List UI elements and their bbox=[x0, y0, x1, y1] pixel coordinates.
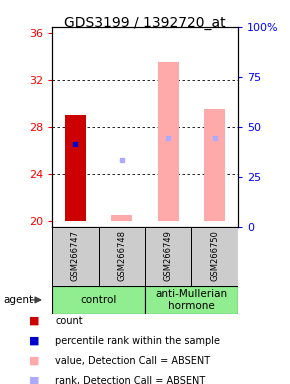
Text: percentile rank within the sample: percentile rank within the sample bbox=[55, 336, 220, 346]
Text: value, Detection Call = ABSENT: value, Detection Call = ABSENT bbox=[55, 356, 210, 366]
Text: control: control bbox=[80, 295, 117, 305]
Text: ■: ■ bbox=[29, 376, 39, 384]
Bar bbox=[111, 215, 132, 221]
Bar bbox=[158, 62, 179, 221]
Bar bbox=[52, 286, 145, 314]
Text: ■: ■ bbox=[29, 336, 39, 346]
Text: GSM266749: GSM266749 bbox=[164, 230, 173, 281]
Text: rank, Detection Call = ABSENT: rank, Detection Call = ABSENT bbox=[55, 376, 205, 384]
Text: GSM266750: GSM266750 bbox=[210, 230, 219, 281]
Text: GSM266748: GSM266748 bbox=[117, 230, 126, 281]
Text: anti-Mullerian
hormone: anti-Mullerian hormone bbox=[155, 289, 227, 311]
Text: agent: agent bbox=[3, 295, 33, 305]
Text: GSM266747: GSM266747 bbox=[71, 230, 80, 281]
Bar bbox=[145, 227, 191, 286]
Bar bbox=[52, 227, 99, 286]
Text: count: count bbox=[55, 316, 83, 326]
Bar bbox=[99, 227, 145, 286]
Text: GDS3199 / 1392720_at: GDS3199 / 1392720_at bbox=[64, 16, 226, 30]
Bar bbox=[65, 115, 86, 221]
Bar bbox=[191, 227, 238, 286]
Bar bbox=[145, 286, 238, 314]
Bar bbox=[204, 109, 225, 221]
Text: ■: ■ bbox=[29, 356, 39, 366]
Text: ■: ■ bbox=[29, 316, 39, 326]
